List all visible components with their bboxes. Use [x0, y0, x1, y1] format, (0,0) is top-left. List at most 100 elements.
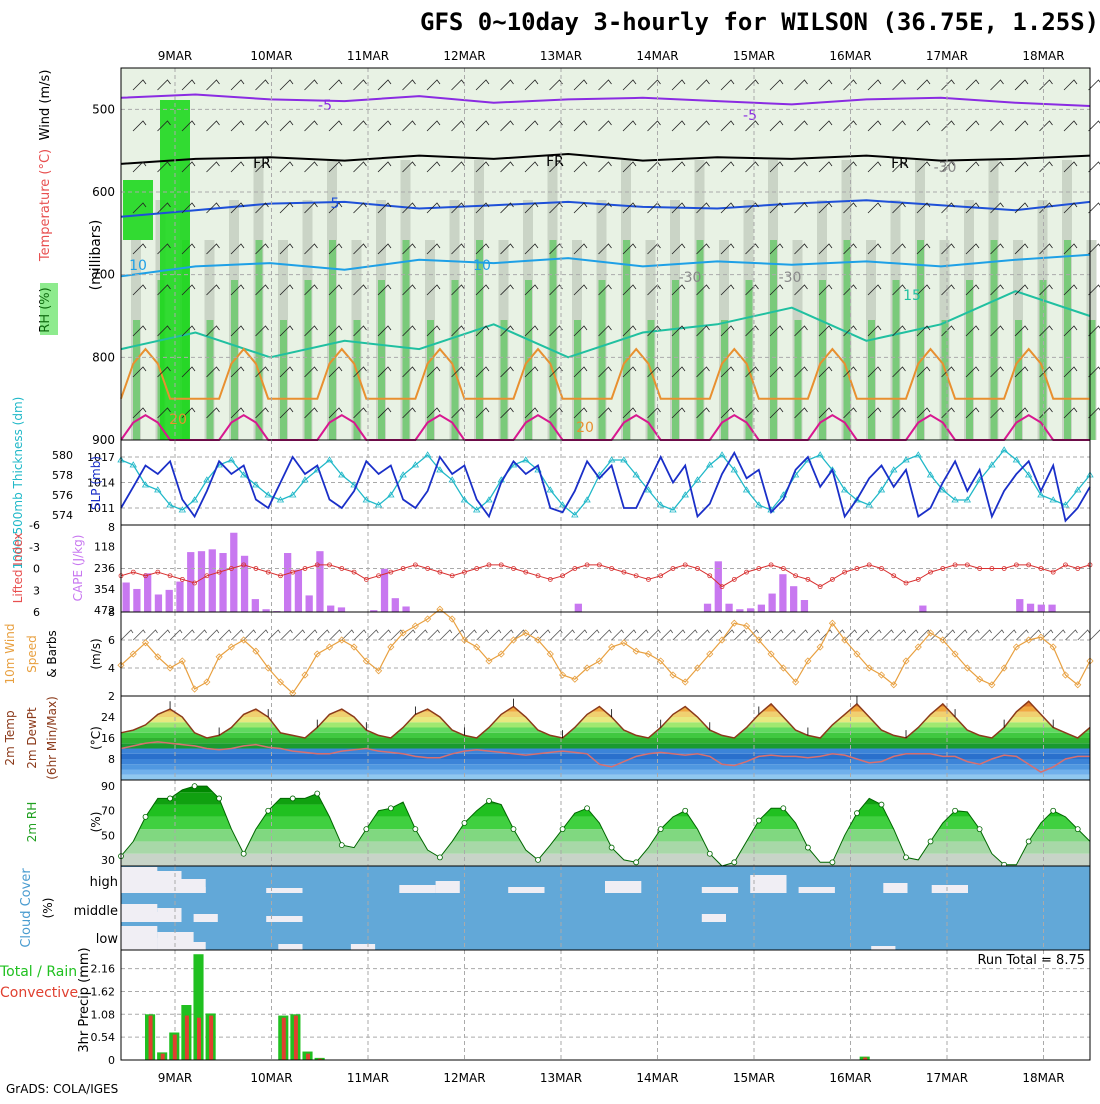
precip-conv-bar — [294, 1016, 298, 1060]
contour-label: -30 — [934, 160, 957, 176]
cloud-ylabel: (%) — [41, 898, 55, 919]
date-label-top: 13MAR — [540, 49, 582, 63]
cape-bar — [144, 573, 151, 612]
cape-tick: 118 — [94, 541, 115, 554]
cloud-patch — [182, 942, 206, 950]
temperature-label: Temperature (°C) — [38, 149, 53, 262]
cloud-patch — [750, 875, 786, 893]
date-label-top: 10MAR — [250, 49, 292, 63]
cape-bar — [295, 570, 302, 612]
cape-bar — [1027, 604, 1034, 612]
upper-air-ylabel: (millibars) — [88, 220, 104, 291]
precip-conv-bar — [209, 1016, 213, 1060]
rh-marker — [904, 855, 909, 860]
rh-band — [121, 817, 1090, 829]
rh-ylabel: (%) — [89, 812, 103, 833]
wind-label: Wind (m/s) — [38, 70, 53, 141]
wind-barb-10m — [710, 630, 722, 640]
date-label-top: 15MAR — [733, 49, 775, 63]
wind-barb-10m — [857, 630, 869, 640]
wind-barb-10m — [661, 630, 673, 640]
cape-bar — [209, 549, 216, 612]
cape-bar — [790, 586, 797, 612]
temp-band — [121, 770, 1090, 775]
temp-band — [121, 749, 1090, 754]
rh-band — [121, 780, 1090, 792]
thickness-tick: 580 — [52, 449, 73, 462]
precip-conv-bar — [173, 1035, 177, 1060]
rh-band — [121, 792, 1090, 804]
cloud-patch — [702, 914, 726, 922]
rh-marker — [1026, 839, 1031, 844]
contour-label: -30 — [679, 270, 702, 286]
wind10m-ylabel: 10m Wind — [3, 624, 17, 685]
precip-tick: 1.62 — [91, 985, 116, 998]
precip-conv-bar — [149, 1016, 153, 1060]
pressure-tick: 600 — [92, 185, 115, 199]
rh-plume-green — [966, 280, 973, 440]
rh-marker — [486, 798, 491, 803]
li-tick: -3 — [29, 541, 40, 554]
cape-bar — [779, 574, 786, 612]
rh-marker — [1051, 808, 1056, 813]
slp-line — [121, 453, 1090, 521]
temp-band — [121, 759, 1090, 764]
wind-barb-10m — [477, 630, 489, 640]
date-label-bottom: 15MAR — [733, 1071, 775, 1085]
cape-bar — [747, 608, 754, 612]
cloud-patch — [194, 914, 218, 922]
date-label-top: 16MAR — [829, 49, 871, 63]
rh-plume-green — [599, 280, 606, 440]
precip-conv-bar — [306, 1054, 310, 1060]
rh-marker — [683, 808, 688, 813]
cloud-patch — [436, 881, 460, 893]
date-label-bottom: 18MAR — [1022, 1071, 1064, 1085]
cloud-patch — [351, 944, 375, 950]
wind-barb-10m — [1065, 630, 1077, 640]
wind-barb-10m — [599, 630, 611, 640]
cloud-patch — [605, 881, 641, 893]
temp-ylabel: (6hr Min/Max) — [45, 696, 59, 780]
wind-barb-10m — [158, 630, 170, 640]
temp-band — [121, 728, 1090, 733]
precip-conv-bar — [161, 1054, 165, 1060]
run-total: Run Total = 8.75 — [977, 953, 1085, 968]
rh-tick: 90 — [101, 780, 115, 793]
rh-marker — [830, 860, 835, 865]
cape-bar — [133, 589, 140, 612]
wind-barb-10m — [219, 630, 231, 640]
cape-bar — [123, 583, 130, 612]
rh-marker — [854, 811, 859, 816]
wind-barb-10m — [906, 630, 918, 640]
wind-barb-10m — [575, 630, 587, 640]
wind-barb-10m — [330, 630, 342, 640]
cloud-patch — [182, 887, 206, 893]
rh-plume-green — [795, 320, 802, 440]
pressure-tick: 800 — [92, 350, 115, 364]
li-tick: -6 — [29, 519, 40, 532]
slp-ylabel: SLP (mb) — [89, 456, 103, 510]
cloud-patch — [799, 887, 835, 893]
contour-label: 10 — [473, 258, 491, 274]
wind-barb-10m — [869, 630, 881, 640]
wind-barb-10m — [673, 630, 685, 640]
cape-bar — [306, 595, 313, 612]
rh-bands — [121, 780, 1090, 866]
rh-marker — [437, 855, 442, 860]
rh-swatch — [40, 283, 58, 335]
wind-barb-10m — [980, 630, 992, 640]
cape-bar — [1016, 599, 1023, 612]
cape-bar — [575, 604, 582, 612]
precip-conv-bar — [185, 1016, 189, 1060]
pressure-tick: 500 — [92, 102, 115, 116]
date-label-bottom: 17MAR — [926, 1071, 968, 1085]
rh-ylabel: 2m RH — [25, 802, 39, 843]
rh-plume-green — [893, 280, 900, 440]
cloud-patch — [883, 883, 907, 893]
cape-bar — [230, 533, 237, 612]
wind-barb-10m — [1078, 630, 1090, 640]
rh-plume-green — [746, 280, 753, 440]
wind-barb-10m — [428, 630, 440, 640]
